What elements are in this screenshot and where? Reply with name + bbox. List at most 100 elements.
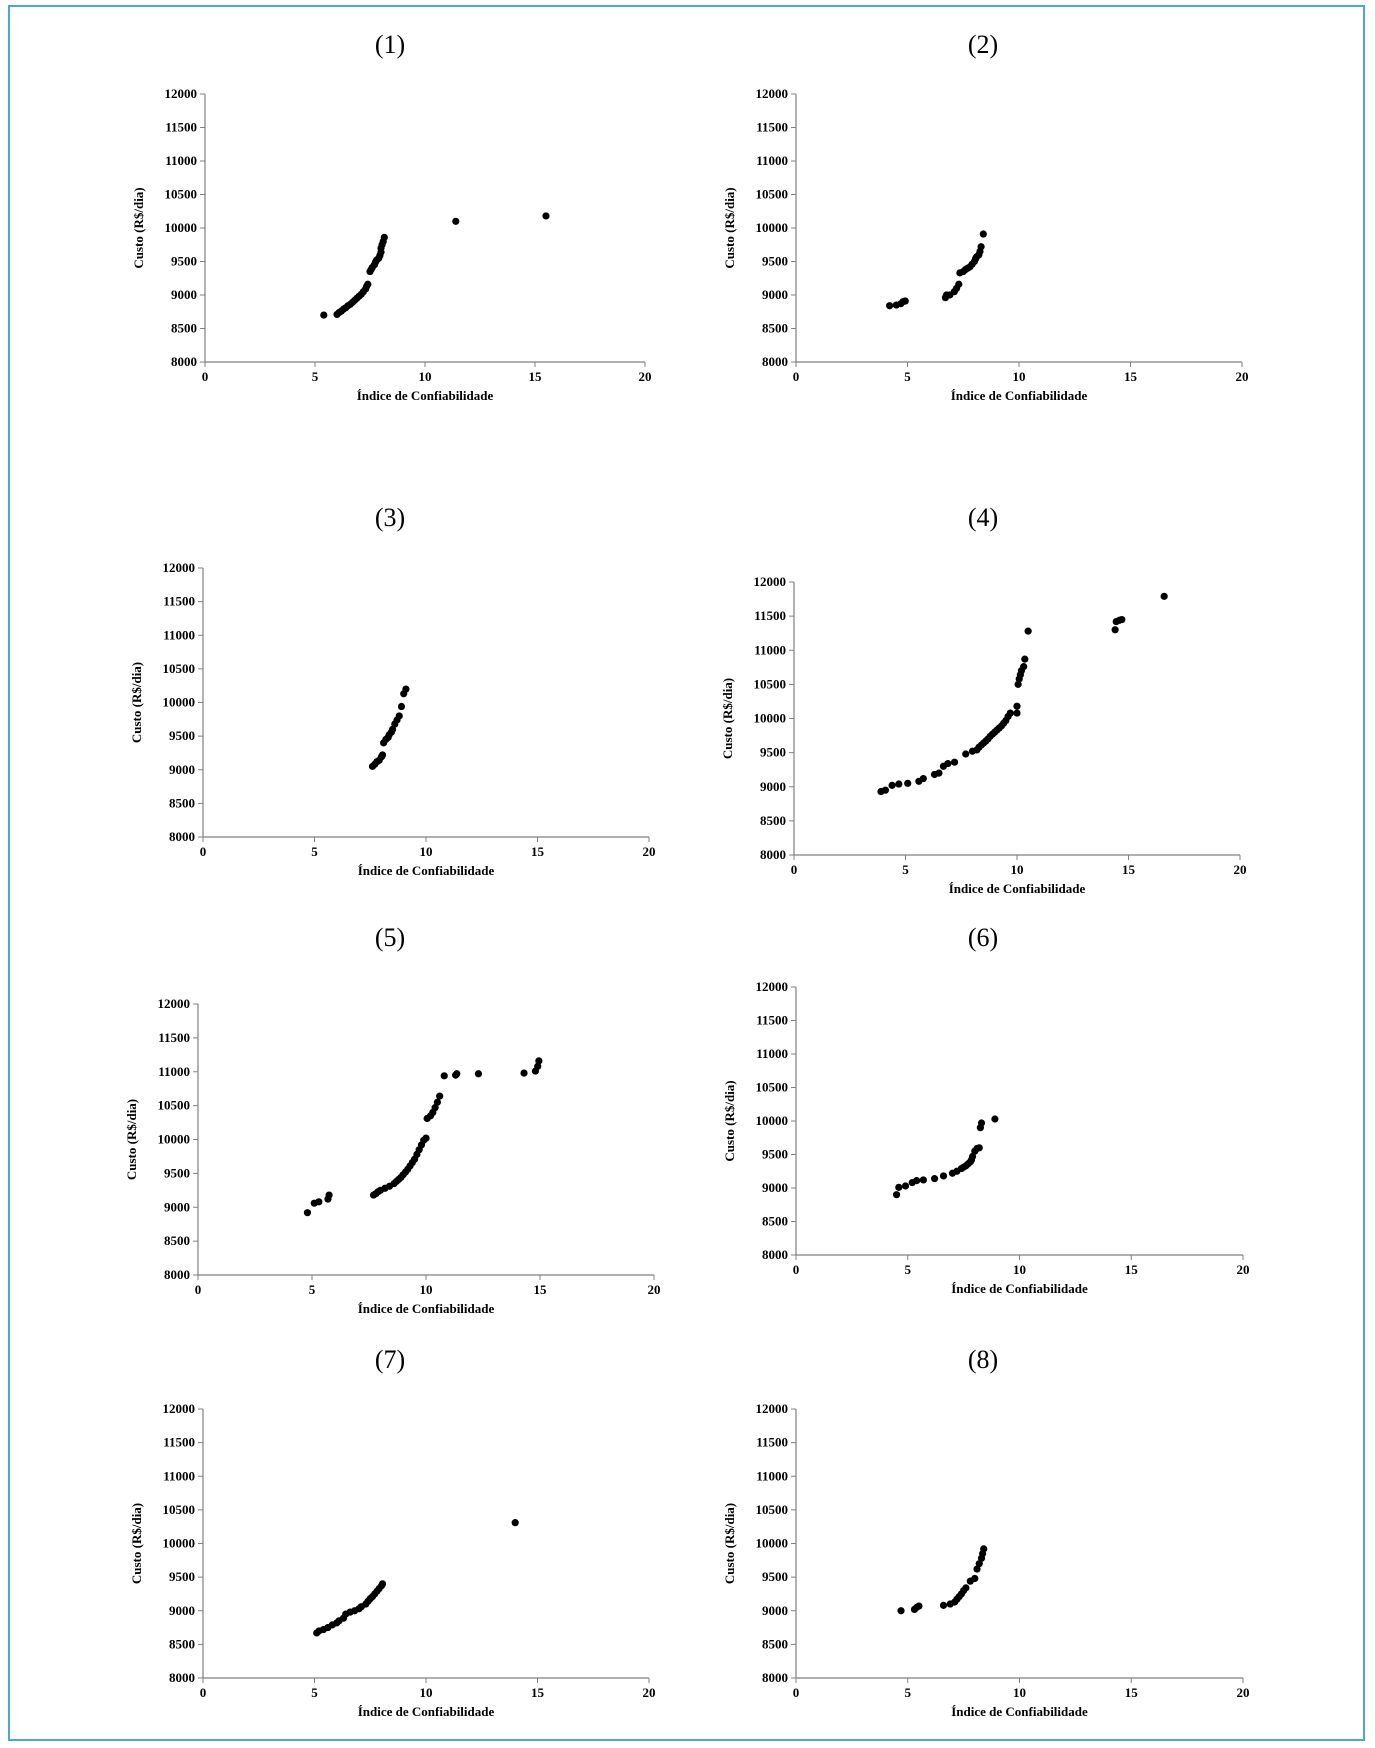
x-tick-label: 15	[531, 844, 545, 859]
y-tick-label: 10500	[754, 676, 787, 691]
y-tick-label: 10000	[163, 1536, 196, 1551]
x-axis-label: Índice de Confiabilidade	[358, 1301, 495, 1316]
y-tick-label: 9500	[169, 728, 195, 743]
y-tick-label: 11000	[756, 1468, 788, 1483]
data-point	[888, 781, 896, 789]
y-axis-label: Custo (R$/dia)	[722, 1080, 737, 1161]
data-point	[971, 1574, 979, 1583]
y-tick-label: 11000	[163, 627, 195, 642]
y-tick-label: 9500	[760, 745, 786, 760]
x-tick-label: 15	[531, 1685, 545, 1700]
y-tick-label: 8000	[762, 1247, 788, 1262]
chart-title: (3)	[374, 503, 406, 532]
x-tick-label: 5	[309, 1282, 316, 1297]
y-tick-label: 10000	[754, 711, 787, 726]
scatter-chart-3: 8000 8500 9000 9500 10000 10500 11000 11500 1200…	[129, 560, 656, 878]
y-tick-label: 11500	[756, 1013, 788, 1028]
y-tick-label: 8000	[762, 1670, 788, 1685]
y-axis-label: Custo (R$/dia)	[129, 1503, 144, 1584]
y-tick-label: 11500	[165, 120, 197, 135]
data-point	[431, 1104, 439, 1112]
y-tick-label: 11500	[163, 1435, 195, 1450]
data-point	[973, 1565, 981, 1573]
data-point	[935, 769, 943, 777]
x-axis-label: Índice de Confiabilidade	[357, 388, 494, 403]
x-tick-label: 5	[311, 1685, 318, 1700]
y-tick-label: 8500	[164, 1233, 190, 1248]
x-axis-label: Índice de Confiabilidade	[949, 881, 1086, 896]
data-point	[886, 302, 894, 310]
data-point	[901, 297, 909, 305]
y-tick-label: 9500	[171, 254, 197, 269]
x-tick-label: 5	[902, 862, 909, 877]
x-tick-label: 20	[1234, 862, 1247, 877]
data-point	[915, 1602, 923, 1610]
y-tick-label: 8000	[169, 829, 195, 844]
chart-title: (6)	[967, 923, 999, 952]
y-tick-label: 11000	[163, 1468, 195, 1483]
y-tick-label: 9500	[762, 1147, 788, 1162]
data-point	[534, 1062, 542, 1070]
x-tick-label: 10	[420, 1685, 433, 1700]
y-tick-label: 10500	[756, 1080, 789, 1095]
x-tick-label: 15	[1125, 1685, 1139, 1700]
data-point	[939, 1601, 948, 1609]
y-tick-label: 9000	[760, 779, 786, 794]
data-point	[1118, 615, 1126, 624]
x-tick-label: 15	[1122, 862, 1136, 877]
y-tick-label: 11000	[165, 153, 197, 168]
x-axis-label: Índice de Confiabilidade	[951, 1281, 1088, 1296]
x-tick-label: 5	[905, 1262, 912, 1277]
scatter-chart-5: 8000 8500 9000 9500 10000 10500 11000 11500 1200…	[124, 996, 661, 1316]
y-tick-label: 8500	[169, 795, 195, 810]
y-tick-label: 10000	[756, 1113, 789, 1128]
data-point	[895, 1183, 903, 1191]
data-point	[892, 1191, 901, 1199]
y-axis-label: Custo (R$/dia)	[124, 1099, 139, 1180]
y-tick-label: 8000	[164, 1267, 190, 1282]
data-point	[315, 1198, 323, 1206]
x-tick-label: 0	[793, 1685, 800, 1700]
chart-title: (4)	[967, 503, 999, 532]
y-tick-label: 12000	[158, 996, 191, 1011]
x-tick-label: 10	[419, 369, 432, 384]
y-tick-label: 11500	[756, 120, 788, 135]
y-tick-label: 12000	[756, 979, 789, 994]
chart-title: (8)	[967, 1345, 999, 1374]
y-tick-label: 8500	[762, 1214, 788, 1229]
y-tick-label: 9500	[762, 1569, 788, 1584]
chart-title: (1)	[374, 30, 406, 59]
data-point	[320, 311, 328, 319]
x-tick-label: 0	[195, 1282, 202, 1297]
data-point	[939, 1172, 948, 1180]
x-tick-label: 0	[793, 369, 800, 384]
y-tick-label: 10500	[756, 1502, 789, 1517]
data-point	[422, 1134, 430, 1142]
y-tick-label: 10000	[165, 220, 198, 235]
y-tick-label: 8500	[762, 321, 788, 336]
data-point	[979, 230, 987, 238]
y-tick-label: 9000	[169, 762, 195, 777]
y-tick-label: 11000	[756, 153, 788, 168]
y-tick-label: 11500	[158, 1030, 190, 1045]
x-tick-label: 20	[648, 1282, 661, 1297]
data-point	[1024, 627, 1032, 635]
y-tick-label: 10500	[158, 1098, 191, 1113]
data-point	[397, 702, 406, 711]
y-tick-label: 8000	[171, 354, 197, 369]
x-axis-label: Índice de Confiabilidade	[358, 1704, 495, 1719]
data-point	[433, 1098, 441, 1106]
figure-frame	[8, 5, 1365, 1741]
data-point	[452, 217, 460, 225]
y-tick-label: 9000	[171, 287, 197, 302]
data-point	[913, 1177, 921, 1185]
data-point	[395, 712, 403, 720]
y-tick-label: 11000	[754, 642, 786, 657]
y-tick-label: 12000	[163, 560, 196, 575]
data-point	[1111, 626, 1119, 634]
scatter-chart-2: 8000 8500 9000 9500 10000 10500 11000 11500 1200…	[722, 86, 1249, 403]
data-point	[325, 1191, 333, 1199]
y-tick-label: 8500	[762, 1636, 788, 1651]
data-point	[944, 759, 952, 768]
x-tick-label: 15	[1125, 1262, 1139, 1277]
